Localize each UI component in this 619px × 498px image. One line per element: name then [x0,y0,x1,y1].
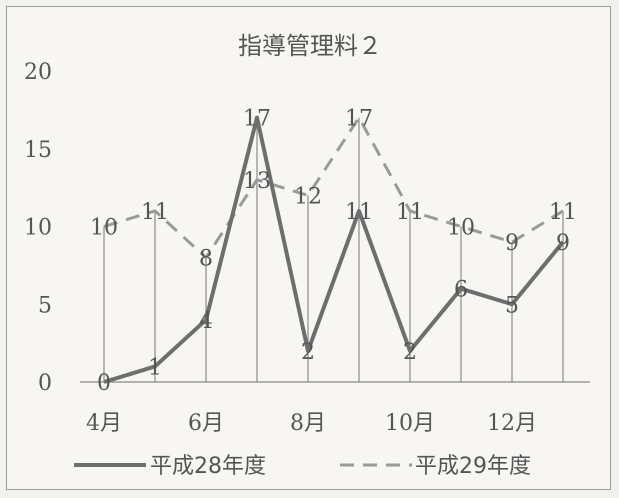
x-tick-label: 4月 [86,411,122,436]
x-tick-label: 12月 [487,411,537,436]
y-tick-label: 0 [38,371,52,396]
y-tick-label: 10 [24,216,52,241]
chart-title: 指導管理料２ [238,32,382,60]
data-label: 5 [505,293,519,318]
data-label: 11 [345,200,373,225]
data-label: 11 [396,200,424,225]
data-label: 2 [403,340,417,365]
data-label: 9 [556,231,570,256]
x-axis: 4月 6月 8月 10月 12月 [80,381,590,436]
data-label: 6 [454,278,468,303]
data-label: 12 [294,184,322,209]
drop-lines [103,117,564,382]
x-tick-label: 10月 [385,411,435,436]
data-label: 13 [243,169,271,194]
x-tick-label: 8月 [290,411,326,436]
plot-area [103,115,565,384]
y-tick-label: 15 [24,138,52,163]
data-label: 1 [148,355,162,380]
y-axis: 0 5 10 15 20 [24,60,52,396]
legend: 平成28年度 平成29年度 [74,454,531,479]
y-tick-label: 20 [24,60,52,85]
data-label: 17 [345,107,373,132]
y-tick-label: 5 [38,293,52,318]
data-label: 8 [199,247,213,272]
data-label: 2 [301,340,315,365]
data-label: 11 [141,200,169,225]
data-label: 17 [243,107,271,132]
legend-label: 平成28年度 [150,454,266,479]
data-label: 4 [199,309,213,334]
data-labels: 0 1 4 17 2 11 2 6 5 9 10 11 8 13 12 17 11 10 9 11 [90,107,577,396]
data-label: 10 [447,216,475,241]
data-label: 10 [90,216,118,241]
data-label: 0 [97,371,111,396]
x-tick-label: 6月 [188,411,224,436]
legend-label: 平成29年度 [415,454,531,479]
data-label: 9 [505,231,519,256]
data-label: 11 [549,200,577,225]
series-line [103,116,564,260]
series-line [103,115,565,384]
